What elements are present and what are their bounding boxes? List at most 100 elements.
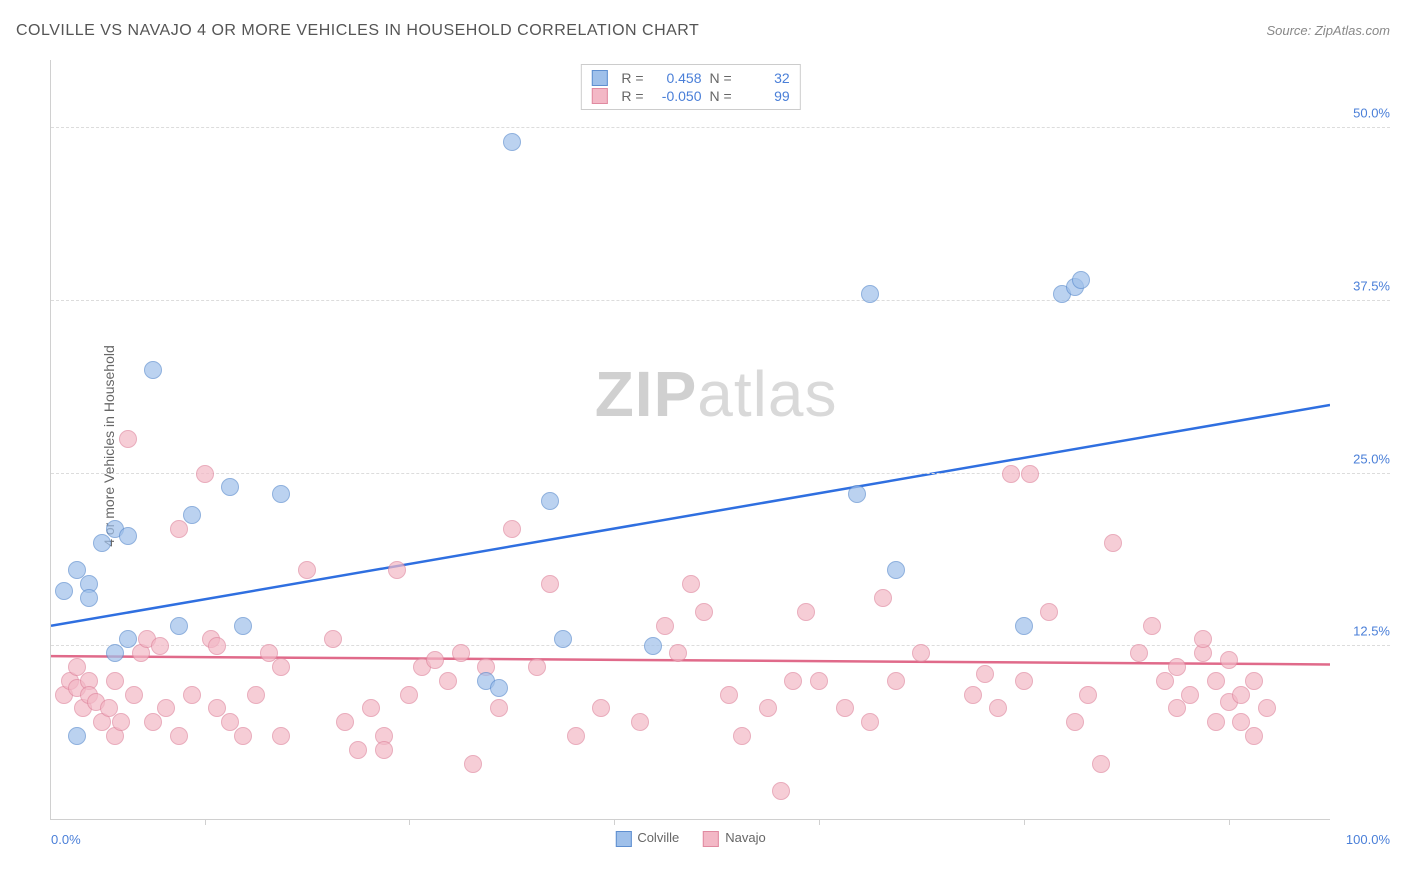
data-point <box>106 672 124 690</box>
legend-label: Navajo <box>725 830 765 845</box>
x-tick <box>614 819 615 825</box>
data-point <box>836 699 854 717</box>
data-point <box>1181 686 1199 704</box>
data-point <box>464 755 482 773</box>
data-point <box>912 644 930 662</box>
x-tick <box>205 819 206 825</box>
data-point <box>93 534 111 552</box>
data-point <box>1021 465 1039 483</box>
stat-legend-row: R =-0.050N =99 <box>591 87 789 105</box>
data-point <box>196 465 214 483</box>
data-point <box>151 637 169 655</box>
data-point <box>810 672 828 690</box>
data-point <box>1194 630 1212 648</box>
data-point <box>861 713 879 731</box>
series-legend: Colville Navajo <box>615 830 765 847</box>
data-point <box>592 699 610 717</box>
data-point <box>362 699 380 717</box>
data-point <box>106 644 124 662</box>
y-tick-label: 50.0% <box>1335 106 1390 121</box>
data-point <box>336 713 354 731</box>
data-point <box>183 686 201 704</box>
data-point <box>669 644 687 662</box>
data-point <box>125 686 143 704</box>
data-point <box>349 741 367 759</box>
data-point <box>797 603 815 621</box>
data-point <box>112 713 130 731</box>
data-point <box>1168 699 1186 717</box>
data-point <box>234 727 252 745</box>
data-point <box>272 485 290 503</box>
legend-swatch <box>615 831 631 847</box>
watermark: ZIPatlas <box>595 357 838 431</box>
data-point <box>234 617 252 635</box>
source-attribution: Source: ZipAtlas.com <box>1266 23 1390 38</box>
data-point <box>170 617 188 635</box>
stat-n-value: 32 <box>740 70 790 86</box>
scatter-plot-area: ZIPatlas R =0.458N =32R =-0.050N =99 Col… <box>50 60 1330 820</box>
data-point <box>490 699 508 717</box>
header-row: COLVILLE VS NAVAJO 4 OR MORE VEHICLES IN… <box>16 22 1390 40</box>
data-point <box>503 133 521 151</box>
data-point <box>976 665 994 683</box>
data-point <box>861 285 879 303</box>
data-point <box>1245 727 1263 745</box>
data-point <box>631 713 649 731</box>
data-point <box>1092 755 1110 773</box>
stat-legend-row: R =0.458N =32 <box>591 69 789 87</box>
stat-n-value: 99 <box>740 88 790 104</box>
data-point <box>964 686 982 704</box>
data-point <box>503 520 521 538</box>
data-point <box>55 582 73 600</box>
data-point <box>298 561 316 579</box>
data-point <box>490 679 508 697</box>
data-point <box>183 506 201 524</box>
stat-r-label: R = <box>621 70 643 86</box>
data-point <box>247 686 265 704</box>
data-point <box>772 782 790 800</box>
data-point <box>848 485 866 503</box>
data-point <box>541 575 559 593</box>
data-point <box>733 727 751 745</box>
data-point <box>439 672 457 690</box>
legend-swatch <box>703 831 719 847</box>
x-tick <box>1024 819 1025 825</box>
data-point <box>119 527 137 545</box>
data-point <box>1066 713 1084 731</box>
y-tick-label: 25.0% <box>1335 451 1390 466</box>
data-point <box>656 617 674 635</box>
data-point <box>1040 603 1058 621</box>
data-point <box>144 361 162 379</box>
gridline-h <box>51 473 1390 474</box>
x-tick <box>819 819 820 825</box>
data-point <box>887 672 905 690</box>
stat-r-value: -0.050 <box>652 88 702 104</box>
data-point <box>157 699 175 717</box>
data-point <box>170 727 188 745</box>
data-point <box>1143 617 1161 635</box>
data-point <box>1156 672 1174 690</box>
legend-label: Colville <box>637 830 679 845</box>
data-point <box>695 603 713 621</box>
data-point <box>68 727 86 745</box>
legend-swatch <box>591 70 607 86</box>
data-point <box>272 727 290 745</box>
data-point <box>272 658 290 676</box>
x-tick <box>1229 819 1230 825</box>
data-point <box>1079 686 1097 704</box>
data-point <box>1245 672 1263 690</box>
data-point <box>1232 686 1250 704</box>
data-point <box>1220 651 1238 669</box>
data-point <box>170 520 188 538</box>
data-point <box>874 589 892 607</box>
data-point <box>887 561 905 579</box>
gridline-h <box>51 645 1390 646</box>
data-point <box>989 699 1007 717</box>
data-point <box>400 686 418 704</box>
legend-item: Colville <box>615 830 679 847</box>
data-point <box>720 686 738 704</box>
data-point <box>682 575 700 593</box>
data-point <box>452 644 470 662</box>
stat-n-label: N = <box>710 70 732 86</box>
trendlines-layer <box>51 60 1330 819</box>
